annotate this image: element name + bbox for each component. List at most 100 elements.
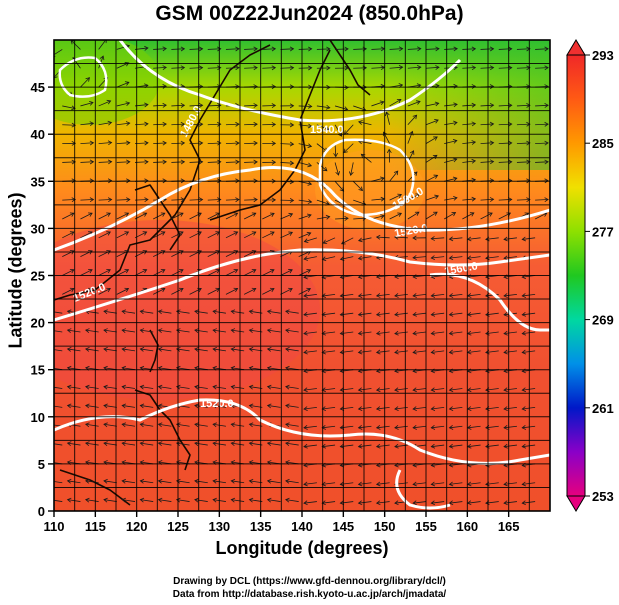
wind-arrow [316,143,328,152]
wind-arrow-head [307,213,312,219]
wind-arrow-head [289,160,295,166]
wind-arrow-head [233,250,239,255]
wind-arrow-head [357,443,363,449]
wind-arrow-head [335,171,340,176]
wind-arrow [267,329,281,333]
wind-arrow-head [433,211,438,216]
colorbar-tick-label: 285 [592,136,614,151]
wind-arrow [103,405,117,408]
wind-arrow-head [198,65,204,71]
wind-arrow [516,104,530,107]
wind-arrow-head [434,101,440,107]
wind-arrow [122,310,136,314]
wind-arrow [449,388,463,391]
wind-arrow [103,348,117,352]
wind-arrow-head [194,422,199,428]
wind-arrow-head [430,500,436,506]
wind-arrow [134,161,149,163]
wind-arrow-head [85,347,90,352]
wind-arrow-head [248,497,254,503]
wind-arrow [194,423,208,427]
wind-arrow-head [412,114,418,120]
wind-arrow [189,104,203,107]
wind-arrow-head [503,293,508,298]
wind-arrow-head [107,120,113,126]
wind-arrow [334,181,344,192]
wind-arrow-head [521,293,527,298]
wind-arrow-head [521,481,527,487]
wind-arrow-head [397,193,403,199]
wind-arrow [503,293,517,297]
wind-arrow [322,482,336,485]
colorbar-tick-label: 269 [592,313,614,328]
wind-arrow [189,231,202,239]
wind-arrow [116,288,129,295]
wind-arrow-head [103,328,108,333]
wind-arrow [316,216,330,220]
wind-arrow-head [253,159,258,165]
wind-arrow-head [212,441,217,446]
wind-arrow [85,499,99,502]
wind-arrow [189,288,202,295]
wind-arrow-head [107,140,113,146]
wind-arrow-head [521,425,527,430]
wind-arrow-head [106,268,111,274]
wind-arrow [267,499,281,502]
wind-arrow [243,288,256,295]
wind-arrow [303,482,317,485]
wind-arrow-head [307,123,313,129]
wind-arrow [134,199,149,201]
wind-arrow-head [357,406,363,411]
wind-arrow-head [344,46,349,52]
wind-arrow-head [544,65,549,71]
wind-arrow [304,256,317,260]
wind-arrow-head [526,197,531,203]
wind-arrow-head [85,328,90,333]
wind-arrow-head [544,197,549,203]
wind-arrow-head [307,65,313,71]
wind-arrow-head [212,478,217,484]
wind-arrow-head [49,385,53,389]
wind-arrow [516,67,530,69]
wind-arrow-head [162,65,167,70]
wind-arrow [176,499,190,502]
wind-arrow-head [217,46,222,52]
wind-arrow [116,102,130,107]
wind-arrow-head [357,481,363,487]
wind-arrow [449,350,463,353]
wind-arrow [158,386,172,389]
x-tick-label: 145 [332,519,354,534]
wind-arrow-head [162,121,167,127]
wind-arrow [153,48,167,50]
wind-arrow-head [198,46,204,52]
wind-arrow-head [375,293,381,298]
wind-arrow-head [124,287,130,293]
plot-grid [53,39,551,512]
wind-arrow-head [180,103,186,108]
y-tick-label: 20 [31,316,45,331]
wind-arrow [413,406,427,410]
wind-arrow [503,482,517,485]
wind-arrow-head [303,293,308,299]
wind-arrow [413,350,427,353]
wind-arrow [62,161,76,163]
credit-drawing: Drawing by DCL (https://www.gfd-dennou.o… [173,576,446,587]
wind-arrow-head [307,162,313,168]
wind-arrow [176,329,190,333]
wind-arrow [298,162,312,167]
wind-arrow [522,406,536,410]
x-tick-label: 165 [498,519,520,534]
wind-arrow-head [526,46,531,52]
wind-arrow-head [521,443,527,449]
wind-arrow [54,311,63,314]
wind-arrow-head [394,443,399,449]
wind-arrow [498,48,512,50]
wind-arrow [207,231,220,239]
wind-arrow-head [89,178,95,184]
y-tick-label: 45 [31,80,45,95]
wind-arrow-head [489,121,495,127]
wind-arrow-head [379,100,385,106]
wind-arrow-head [303,256,309,261]
wind-arrow [207,48,221,50]
wind-arrow [85,480,99,484]
